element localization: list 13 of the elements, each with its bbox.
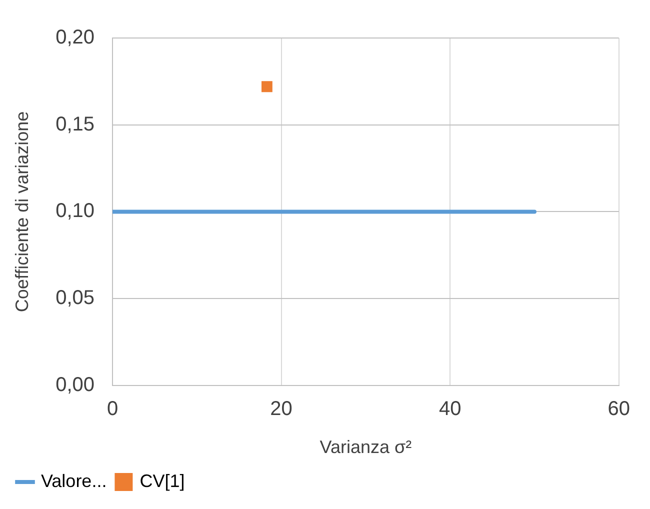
x-tick-label: 20 <box>270 398 292 420</box>
x-tick-label: 40 <box>438 398 462 420</box>
y-tick-label: 0,05 <box>56 287 95 310</box>
x-axis-title: Varianza σ² <box>320 437 412 458</box>
x-tick-label: 0 <box>106 398 118 420</box>
y-axis-title: Coefficiente di variazione <box>12 111 32 312</box>
y-tick-label: 0,00 <box>56 374 95 396</box>
y-tick-label: 0,10 <box>56 200 95 222</box>
y-tick-label: 0,20 <box>56 26 95 49</box>
y-tick-label: 0,15 <box>56 113 95 136</box>
legend-label: Valore... <box>41 470 107 491</box>
x-tick-label: 60 <box>608 398 630 420</box>
legend-label: CV[1] <box>140 470 185 491</box>
